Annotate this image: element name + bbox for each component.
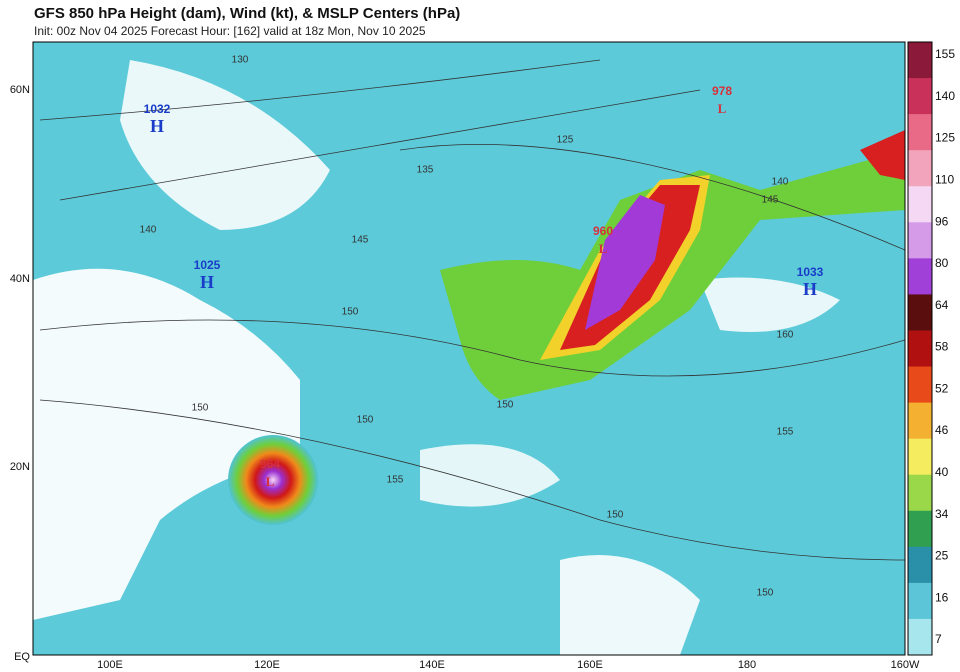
pressure-value: 964 — [260, 457, 280, 471]
colorbar-frame — [907, 41, 933, 656]
pressure-letter: H — [150, 116, 164, 136]
map-frame — [32, 41, 906, 656]
contour-label: 130 — [232, 55, 249, 66]
colorbar-segment — [908, 474, 932, 512]
colorbar-segment — [908, 222, 932, 259]
colorbar-segment — [908, 42, 932, 79]
colorbar-segment — [908, 546, 932, 584]
colorbar-segment — [908, 618, 932, 656]
lat-label: 60N — [10, 84, 30, 96]
colorbar-label: 96 — [935, 214, 949, 228]
lon-label: 180 — [738, 659, 756, 671]
colorbar-segment — [908, 510, 932, 548]
calm-area — [560, 555, 700, 655]
colorbar-label: 52 — [935, 381, 949, 395]
contour-label: 135 — [417, 165, 434, 176]
colorbar-label: 140 — [935, 89, 955, 103]
typhoon-core — [228, 435, 318, 525]
colorbar-label: 125 — [935, 131, 955, 145]
contour-label: 140 — [772, 177, 789, 188]
colorbar-label: 7 — [935, 632, 942, 646]
jet-max — [585, 195, 665, 330]
lat-label: 40N — [10, 273, 30, 285]
colorbar-label: 64 — [935, 298, 949, 312]
contour-label: 160 — [777, 330, 794, 341]
pressure-value: 978 — [712, 84, 732, 98]
colorbar-label: 40 — [935, 465, 949, 479]
map-title: GFS 850 hPa Height (dam), Wind (kt), & M… — [34, 5, 460, 22]
contour-label: 150 — [607, 510, 624, 521]
lon-label: 120E — [254, 659, 280, 671]
calm-area — [700, 277, 840, 332]
contour-label: 150 — [757, 588, 774, 599]
contour-label: 145 — [352, 235, 369, 246]
contour-label: 155 — [387, 475, 404, 486]
colorbar-segment — [908, 114, 932, 151]
calm-area — [33, 268, 300, 620]
map-field — [33, 42, 905, 655]
colorbar-label: 25 — [935, 549, 949, 563]
colorbar-segment — [908, 366, 932, 404]
colorbar-label: 80 — [935, 256, 949, 270]
pressure-letter: L — [266, 474, 275, 489]
contour-label: 150 — [497, 400, 514, 411]
pressure-letter: H — [803, 279, 817, 299]
calm-area — [120, 60, 330, 230]
contour-label: 125 — [557, 135, 574, 146]
colorbar-label: 155 — [935, 47, 955, 61]
jet-core — [860, 130, 905, 180]
pressure-letter: H — [200, 272, 214, 292]
map-subtitle: Init: 00z Nov 04 2025 Forecast Hour: [16… — [34, 24, 426, 38]
contour-label: 140 — [140, 225, 157, 236]
colorbar-segment — [908, 78, 932, 115]
colorbar-label: 110 — [935, 173, 954, 187]
pressure-value: 960 — [593, 224, 613, 238]
calm-area — [420, 444, 560, 507]
contour-label: 150 — [192, 403, 209, 414]
colorbar-segment — [908, 582, 932, 620]
lat-label: 20N — [10, 461, 30, 473]
colorbar-segment — [908, 258, 932, 295]
lon-label: 160E — [577, 659, 603, 671]
colorbar-label: 58 — [935, 340, 949, 354]
contour-label: 145 — [762, 195, 779, 206]
colorbar-segment — [908, 402, 932, 440]
pressure-letter: L — [718, 101, 727, 116]
lon-label: 140E — [419, 659, 445, 671]
contour-label: 155 — [777, 427, 794, 438]
colorbar-segment — [908, 438, 932, 476]
colorbar-segment — [908, 330, 932, 368]
colorbar-segment — [908, 186, 932, 223]
colorbar-label: 46 — [935, 423, 949, 437]
pressure-letter: L — [599, 241, 608, 256]
lat-label: EQ — [14, 651, 30, 663]
pressure-value: 1033 — [797, 265, 824, 279]
colorbar-segment — [908, 150, 932, 187]
colorbar: 155 140 125 110 96 80 64 58 52 46 40 34 25 16 7 — [907, 41, 955, 656]
colorbar-label: 34 — [935, 507, 949, 521]
pressure-value: 1025 — [194, 258, 221, 272]
pressure-value: 1032 — [144, 102, 171, 116]
lon-label: 100E — [97, 659, 123, 671]
colorbar-segment — [908, 294, 932, 331]
contour-label: 150 — [357, 415, 374, 426]
lon-label: 160W — [891, 659, 920, 671]
height-contour — [39, 59, 905, 561]
contour-label: 150 — [342, 307, 359, 318]
colorbar-label: 16 — [935, 590, 949, 604]
